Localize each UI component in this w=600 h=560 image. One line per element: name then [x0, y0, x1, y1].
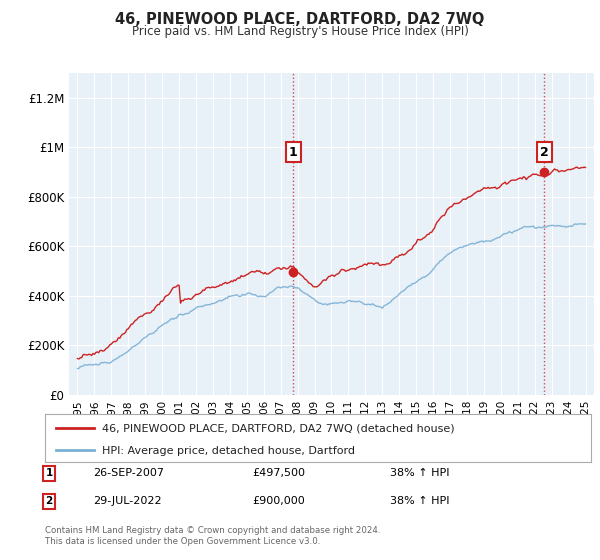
Text: 2: 2	[540, 146, 549, 158]
Text: Price paid vs. HM Land Registry's House Price Index (HPI): Price paid vs. HM Land Registry's House …	[131, 25, 469, 38]
Text: 46, PINEWOOD PLACE, DARTFORD, DA2 7WQ: 46, PINEWOOD PLACE, DARTFORD, DA2 7WQ	[115, 12, 485, 27]
Text: £497,500: £497,500	[252, 468, 305, 478]
Text: 2: 2	[46, 496, 53, 506]
Text: £900,000: £900,000	[252, 496, 305, 506]
Text: 46, PINEWOOD PLACE, DARTFORD, DA2 7WQ (detached house): 46, PINEWOOD PLACE, DARTFORD, DA2 7WQ (d…	[103, 424, 455, 433]
Text: 29-JUL-2022: 29-JUL-2022	[93, 496, 161, 506]
Text: Contains HM Land Registry data © Crown copyright and database right 2024.
This d: Contains HM Land Registry data © Crown c…	[45, 526, 380, 546]
Text: 26-SEP-2007: 26-SEP-2007	[93, 468, 164, 478]
Text: HPI: Average price, detached house, Dartford: HPI: Average price, detached house, Dart…	[103, 446, 355, 456]
Text: 38% ↑ HPI: 38% ↑ HPI	[390, 496, 449, 506]
Text: 1: 1	[289, 146, 298, 158]
Text: 1: 1	[46, 468, 53, 478]
Text: 38% ↑ HPI: 38% ↑ HPI	[390, 468, 449, 478]
